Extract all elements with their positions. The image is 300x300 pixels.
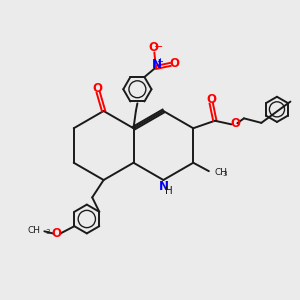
- Text: 3: 3: [223, 171, 227, 177]
- Text: N: N: [152, 58, 161, 71]
- Text: O: O: [93, 82, 103, 95]
- Text: CH: CH: [27, 226, 40, 235]
- Text: +: +: [157, 57, 164, 66]
- Text: O: O: [169, 57, 179, 70]
- Text: −: −: [154, 42, 163, 52]
- Text: O: O: [148, 41, 158, 54]
- Text: O: O: [206, 93, 216, 106]
- Text: H: H: [165, 186, 173, 197]
- Text: CH: CH: [214, 168, 227, 177]
- Text: O: O: [230, 117, 240, 130]
- Text: N: N: [159, 180, 169, 193]
- Text: O: O: [51, 227, 62, 240]
- Text: 3: 3: [46, 229, 50, 235]
